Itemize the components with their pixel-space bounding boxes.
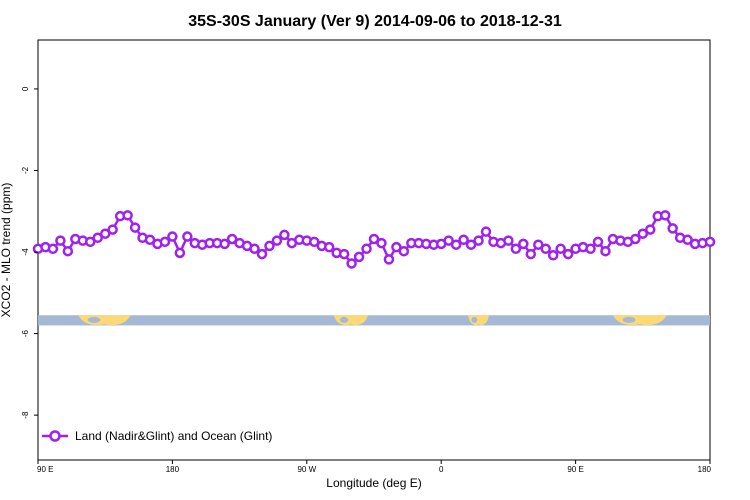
y-tick-label: -4 <box>21 248 30 256</box>
data-point <box>174 247 186 259</box>
y-tick-label: 0 <box>21 86 30 91</box>
data-point <box>353 251 365 263</box>
data-point <box>92 232 103 244</box>
data-point <box>682 234 693 246</box>
y-axis: 0 -2 -4 -6 -8 <box>21 86 38 419</box>
y-axis-label: XCO2 - MLO trend (ppm) <box>0 183 13 318</box>
data-point <box>480 226 492 237</box>
data-point <box>55 235 66 246</box>
data-point <box>99 228 111 239</box>
data-point <box>226 233 238 245</box>
x-axis: 90 E 180 90 W 0 90 E 180 <box>37 460 712 474</box>
data-point <box>592 236 604 248</box>
x-tick-label: 0 <box>439 465 444 474</box>
data-point <box>659 210 671 221</box>
x-tick-label: 180 <box>166 465 180 474</box>
data-point <box>323 241 335 253</box>
data-point <box>144 234 156 246</box>
data-point <box>704 236 716 248</box>
data-point <box>547 250 559 261</box>
data-point <box>85 236 96 248</box>
data-point <box>368 233 380 245</box>
legend: Land (Nadir&Glint) and Ocean (Glint) <box>42 429 272 443</box>
series-layer <box>32 210 716 269</box>
map-strip-ocean <box>38 315 710 326</box>
map-strip-lake <box>622 316 636 323</box>
legend-marker-swatch <box>49 430 61 442</box>
data-point <box>346 258 357 269</box>
data-point <box>62 245 74 257</box>
map-strip-lake <box>471 316 478 323</box>
y-tick-label: -6 <box>21 329 30 337</box>
data-point <box>510 243 522 255</box>
data-point <box>182 231 193 242</box>
data-point <box>518 238 529 250</box>
data-point <box>585 243 596 255</box>
data-point <box>562 248 574 260</box>
x-tick-label: 90 E <box>37 465 53 474</box>
chart-title: 35S-30S January (Ver 9) 2014-09-06 to 20… <box>188 13 562 30</box>
map-strip-lake <box>87 316 101 323</box>
data-point <box>129 222 141 233</box>
data-point <box>383 254 395 265</box>
map-strip-lake <box>339 316 349 323</box>
y-tick-label: -2 <box>21 166 30 174</box>
x-axis-label: Longitude (deg E) <box>326 476 421 490</box>
legend-label: Land (Nadir&Glint) and Ocean (Glint) <box>75 429 272 443</box>
map-strip <box>38 315 710 326</box>
data-point <box>122 210 133 221</box>
data-point <box>107 224 118 235</box>
data-point <box>338 248 350 260</box>
data-point <box>637 228 649 239</box>
data-point <box>279 229 290 241</box>
data-point <box>555 243 566 255</box>
plot-area <box>32 39 716 461</box>
data-point <box>600 245 611 257</box>
data-point <box>271 235 283 246</box>
data-point <box>458 234 469 246</box>
data-point <box>630 233 641 245</box>
data-point <box>450 239 462 250</box>
data-point <box>465 239 477 250</box>
data-point <box>376 237 387 249</box>
data-point <box>256 248 268 260</box>
data-point <box>473 235 484 246</box>
data-point <box>47 243 59 255</box>
data-point <box>167 231 178 242</box>
data-point <box>398 245 410 257</box>
data-point <box>219 238 230 250</box>
y-tick-label: -8 <box>21 411 30 419</box>
data-point <box>391 241 402 253</box>
data-point <box>264 240 275 252</box>
data-point <box>361 243 372 255</box>
x-tick-label: 90 E <box>567 465 583 474</box>
x-tick-label: 90 W <box>297 465 316 474</box>
data-point <box>645 224 656 235</box>
data-point <box>667 223 678 234</box>
data-point <box>525 248 537 260</box>
x-tick-label: 180 <box>698 465 712 474</box>
data-point <box>443 235 454 246</box>
data-point <box>309 236 320 248</box>
data-point <box>533 239 544 250</box>
data-point <box>249 243 260 255</box>
data-point <box>503 235 514 246</box>
data-point <box>540 243 551 255</box>
data-point <box>159 236 171 248</box>
